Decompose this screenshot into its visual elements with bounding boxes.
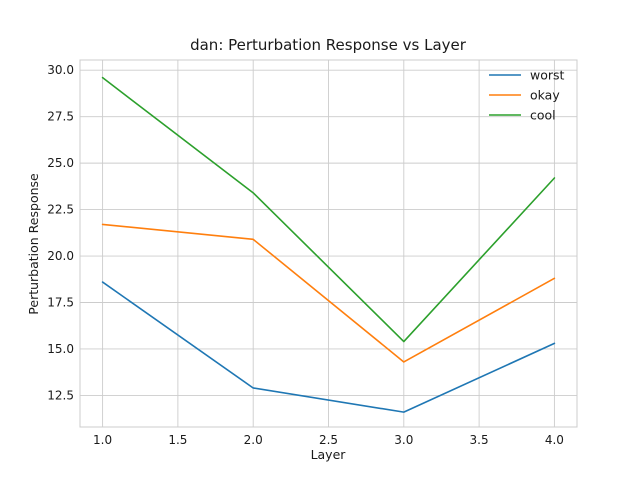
x-axis-label: Layer bbox=[311, 447, 347, 462]
tick-layer: 1.0 1.5 2.0 2.5 3.0 3.5 4.0 12.5 15.0 17.5 20.0 22.… bbox=[47, 63, 564, 447]
y-tick-label: 27.5 bbox=[47, 110, 74, 124]
series-line-cool bbox=[101, 76, 556, 343]
legend-label-worst: worst bbox=[530, 68, 565, 83]
x-tick-label: 2.5 bbox=[319, 433, 338, 447]
x-tick-label: 3.5 bbox=[470, 433, 489, 447]
y-tick-label: 22.5 bbox=[47, 203, 74, 217]
chart-title: dan: Perturbation Response vs Layer bbox=[190, 36, 467, 54]
series-line-worst bbox=[101, 281, 556, 413]
series-line-okay bbox=[101, 223, 556, 363]
y-axis-label: Perturbation Response bbox=[26, 173, 41, 315]
series-layer bbox=[101, 76, 556, 413]
plot-frame bbox=[79, 59, 578, 428]
legend-label-okay: okay bbox=[530, 88, 560, 103]
grid-layer bbox=[80, 60, 577, 427]
x-tick-label: 1.0 bbox=[93, 433, 112, 447]
legend-label-cool: cool bbox=[530, 108, 556, 123]
y-tick-label: 30.0 bbox=[47, 63, 74, 77]
x-tick-label: 2.0 bbox=[244, 433, 263, 447]
legend: worst okay cool bbox=[489, 68, 565, 123]
x-tick-label: 3.0 bbox=[394, 433, 413, 447]
x-tick-label: 4.0 bbox=[545, 433, 564, 447]
y-tick-label: 20.0 bbox=[47, 249, 74, 263]
y-tick-label: 15.0 bbox=[47, 342, 74, 356]
y-tick-label: 17.5 bbox=[47, 295, 74, 309]
x-tick-label: 1.5 bbox=[168, 433, 187, 447]
y-tick-label: 25.0 bbox=[47, 156, 74, 170]
y-tick-label: 12.5 bbox=[47, 388, 74, 402]
